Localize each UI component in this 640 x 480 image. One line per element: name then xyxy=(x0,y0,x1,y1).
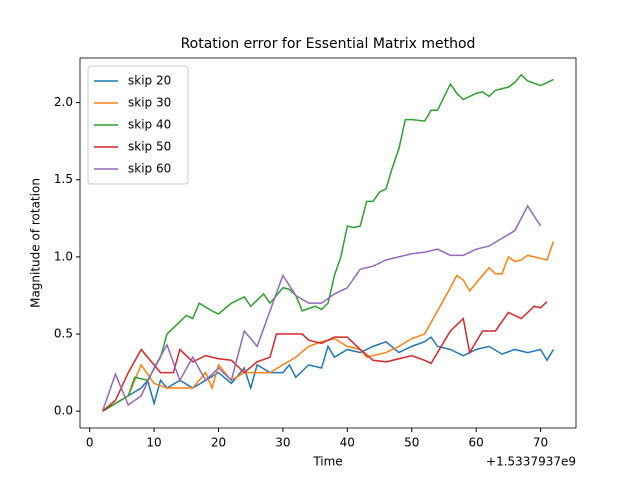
legend-label: skip 50 xyxy=(128,140,171,154)
y-axis-label: Magnitude of rotation xyxy=(29,178,43,308)
x-tick-label: 0 xyxy=(86,436,94,450)
y-tick-label: 2.0 xyxy=(54,95,73,109)
y-tick-label: 1.5 xyxy=(54,172,73,186)
series-line xyxy=(101,204,542,412)
x-tick-label: 40 xyxy=(340,436,355,450)
series-line xyxy=(102,336,555,412)
x-offset-label: +1.5337937e9 xyxy=(486,455,576,469)
x-axis-label: Time xyxy=(312,455,342,469)
x-tick-label: 50 xyxy=(404,436,419,450)
legend-label: skip 40 xyxy=(128,118,171,132)
y-tick-label: 1.0 xyxy=(54,249,73,263)
series-line xyxy=(102,73,554,412)
x-tick-label: 60 xyxy=(469,436,484,450)
legend-box xyxy=(87,65,189,185)
x-tick-label: 10 xyxy=(146,436,161,450)
legend-label: skip 60 xyxy=(128,162,171,176)
y-tick-label: 0.5 xyxy=(54,327,73,341)
x-tick-label: 30 xyxy=(275,436,290,450)
chart-title: Rotation error for Essential Matrix meth… xyxy=(181,36,476,52)
plot-frame xyxy=(79,57,577,429)
x-tick-label: 20 xyxy=(211,436,226,450)
series-line xyxy=(102,301,548,412)
y-tick-label: 0.0 xyxy=(54,404,73,418)
legend-label: skip 20 xyxy=(128,74,171,88)
legend: skip 20 skip 30 skip 40 skip 50 skip 60 xyxy=(87,65,189,185)
x-tick-label: 70 xyxy=(533,436,548,450)
legend-label: skip 30 xyxy=(128,96,171,110)
